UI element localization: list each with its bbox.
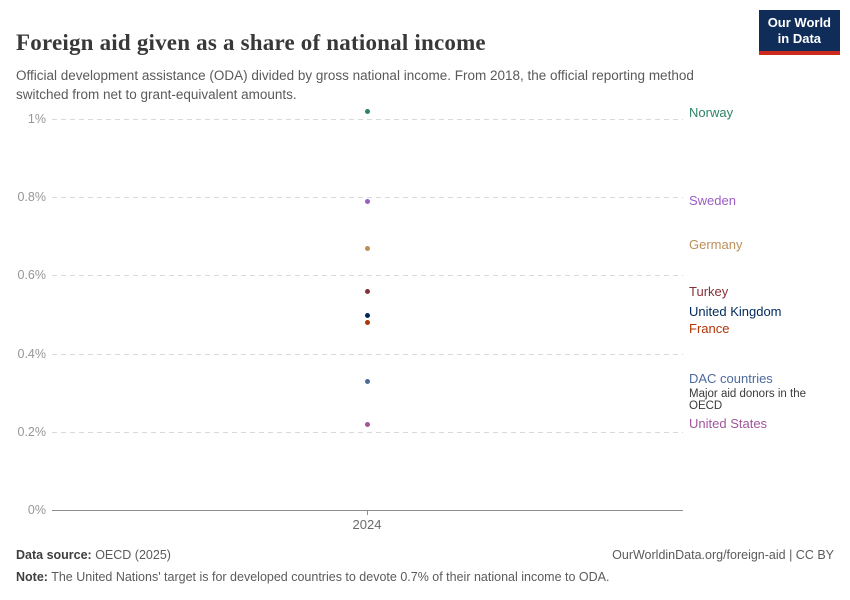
data-point-united-kingdom[interactable] <box>365 312 370 318</box>
data-point-sweden[interactable] <box>365 199 370 205</box>
data-point-france[interactable] <box>365 320 370 326</box>
gridline <box>52 275 683 277</box>
y-axis-tick-label: 0.8% <box>17 190 47 205</box>
entity-label-france[interactable]: France <box>689 321 730 337</box>
page-title: Foreign aid given as a share of national… <box>16 30 486 56</box>
entity-label-united-kingdom[interactable]: United Kingdom <box>689 303 782 319</box>
entity-label-sweden[interactable]: Sweden <box>689 193 736 209</box>
y-axis-tick-label: 1% <box>27 112 46 126</box>
owid-logo-line2: in Data <box>777 31 822 46</box>
y-axis-tick-label: 0.6% <box>17 268 47 283</box>
entity-annotation-dac-countries: Major aid donors in the OECD <box>689 387 806 413</box>
x-axis-tick-label: 2024 <box>352 517 382 532</box>
y-axis-tick-label: 0% <box>27 503 46 517</box>
entity-label-norway[interactable]: Norway <box>689 105 734 121</box>
gridline <box>52 119 683 120</box>
data-point-turkey[interactable] <box>365 289 370 295</box>
entity-label-germany[interactable]: Germany <box>689 237 743 253</box>
y-axis-tick-label: 0.4% <box>17 346 47 361</box>
gridline <box>52 353 683 355</box>
data-point-germany[interactable] <box>365 246 370 252</box>
x-axis-line <box>52 510 683 511</box>
owid-logo[interactable]: Our World in Data <box>758 10 840 55</box>
entity-label-united-states[interactable]: United States <box>689 415 768 431</box>
footer-source-row: OurWorldinData.org/foreign-aid | CC BY D… <box>16 547 834 564</box>
gridline <box>52 197 683 199</box>
data-point-dac-countries[interactable] <box>365 378 370 384</box>
entity-label-dac-countries[interactable]: DAC countries <box>689 370 773 386</box>
footer-source-value: OECD (2025) <box>91 548 171 562</box>
owid-logo-line1: Our World <box>767 15 831 30</box>
x-axis-tick <box>367 511 368 515</box>
footer-note-label: Note: <box>16 570 48 584</box>
footer-note-row: Note: The United Nations' target is for … <box>16 569 834 586</box>
data-point-norway[interactable] <box>365 109 370 115</box>
footer-note-value: The United Nations' target is for develo… <box>47 570 610 584</box>
gridline <box>52 431 683 433</box>
footer-credit-link[interactable]: OurWorldinData.org/foreign-aid | CC BY <box>612 548 834 562</box>
y-axis-tick-label: 0.2% <box>17 424 47 439</box>
entity-label-turkey[interactable]: Turkey <box>689 284 729 300</box>
footer-source-label: Data source: <box>16 548 92 562</box>
data-point-united-states[interactable] <box>365 421 370 427</box>
chart-subtitle: Official development assistance (ODA) di… <box>16 67 694 102</box>
